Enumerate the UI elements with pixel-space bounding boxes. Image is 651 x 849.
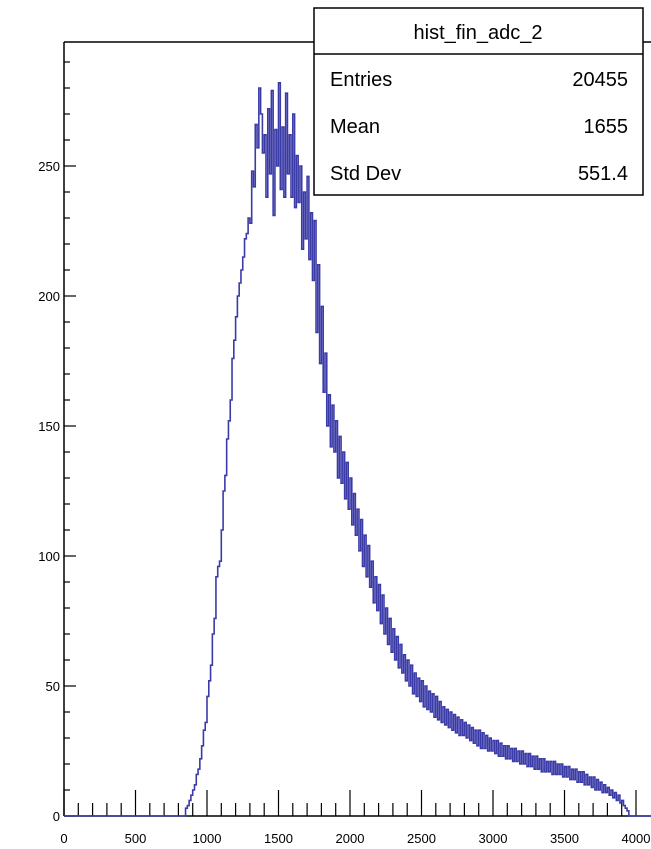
- y-tick-label: 100: [38, 549, 60, 564]
- x-tick-label: 2000: [336, 831, 365, 846]
- y-tick-label: 150: [38, 419, 60, 434]
- stats-mean-value: 1655: [584, 116, 629, 138]
- y-tick-label: 200: [38, 289, 60, 304]
- x-tick-label: 4000: [622, 831, 651, 846]
- stats-box-frame: [313, 7, 644, 196]
- x-tick-label: 0: [60, 831, 67, 846]
- stats-entries-value: 20455: [572, 69, 628, 91]
- x-tick-label: 2500: [407, 831, 436, 846]
- stats-entries-label: Entries: [330, 69, 392, 91]
- x-axis-ticks: [63, 790, 637, 816]
- x-tick-label: 1000: [193, 831, 222, 846]
- y-tick-label: 0: [53, 809, 60, 824]
- x-axis-tick-labels: 0 500 1000 1500 2000 2500 3000 3500 4000: [60, 831, 650, 846]
- x-tick-label: 500: [125, 831, 147, 846]
- stats-stddev-label: Std Dev: [330, 163, 401, 185]
- x-tick-label: 1500: [264, 831, 293, 846]
- y-tick-label: 250: [38, 159, 60, 174]
- x-tick-label: 3500: [550, 831, 579, 846]
- y-axis-tick-labels: 0 50 100 150 200 250: [38, 159, 60, 824]
- y-tick-label: 50: [46, 679, 60, 694]
- y-axis-ticks: [64, 61, 76, 817]
- stats-box-title: hist_fin_adc_2: [414, 22, 543, 44]
- x-tick-label: 3000: [479, 831, 508, 846]
- histogram-series-line: [64, 82, 651, 817]
- stats-mean-label: Mean: [330, 116, 380, 138]
- stats-stddev-value: 551.4: [578, 163, 628, 185]
- stats-box: hist_fin_adc_2 Entries 20455 Mean 1655 S…: [313, 7, 644, 196]
